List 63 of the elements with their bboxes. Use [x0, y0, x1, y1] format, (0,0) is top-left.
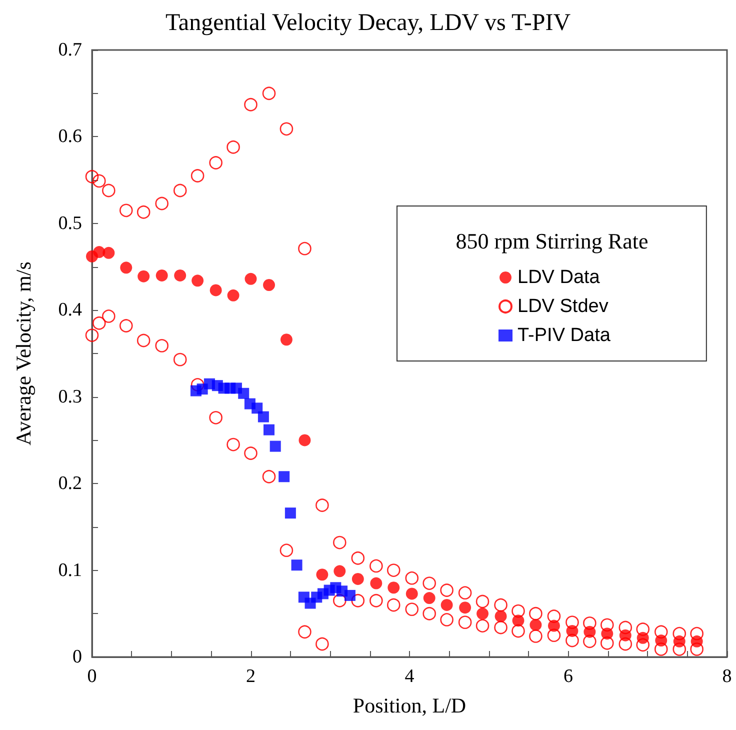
point [258, 411, 269, 422]
point [423, 592, 436, 604]
y-axis-title: Average Velocity, m/s [12, 262, 36, 446]
x-tick-label: 8 [722, 666, 732, 687]
point [291, 560, 302, 571]
point [619, 629, 632, 642]
point [284, 508, 296, 519]
point [238, 388, 250, 399]
point [476, 608, 489, 620]
point [138, 270, 150, 282]
y-tick-label: 0 [72, 646, 82, 668]
x-tick-label: 6 [564, 666, 573, 687]
point [494, 610, 507, 622]
point [370, 577, 382, 590]
point [459, 602, 472, 614]
point [298, 434, 311, 446]
point [316, 568, 328, 581]
point [601, 628, 614, 640]
point [102, 246, 115, 259]
point [344, 590, 356, 601]
legend-label: LDV Stdev [518, 296, 609, 317]
legend-label: T-PIV Data [518, 325, 611, 346]
y-tick-label: 0.5 [58, 212, 82, 234]
point [174, 269, 186, 282]
legend-label: LDV Data [518, 267, 600, 288]
y-tick-label: 0.7 [58, 40, 82, 60]
point [530, 618, 542, 631]
x-axis-title: Position, L/D [352, 694, 466, 718]
point [270, 440, 281, 452]
point [512, 614, 524, 627]
point [334, 565, 346, 578]
point [440, 598, 453, 611]
y-tick-label: 0.3 [58, 386, 82, 408]
point [566, 624, 578, 637]
point [548, 620, 560, 632]
point [264, 424, 275, 436]
y-tick-label: 0.6 [58, 126, 82, 148]
y-tick-label: 0.1 [58, 560, 82, 581]
y-tick-label: 0.4 [58, 300, 82, 321]
point [406, 588, 418, 600]
point [252, 402, 263, 414]
x-tick-label: 4 [404, 666, 415, 687]
y-tick-label: 0.2 [58, 473, 82, 494]
x-tick-label: 2 [246, 666, 256, 687]
point [388, 582, 400, 594]
point [227, 289, 240, 302]
point [690, 635, 703, 648]
chart-title: Tangential Velocity Decay, LDV vs T-PIV [165, 10, 572, 36]
x-tick-label: 0 [87, 666, 97, 687]
point [210, 284, 222, 296]
point [278, 471, 290, 482]
point [192, 274, 204, 287]
point [584, 626, 596, 638]
point [156, 269, 168, 282]
point [352, 572, 364, 585]
point [673, 635, 686, 648]
point [244, 272, 257, 285]
point [263, 279, 276, 291]
point [655, 634, 668, 647]
point [120, 262, 132, 274]
legend-title: 850 rpm Stirring Rate [456, 228, 648, 254]
point [636, 632, 649, 644]
point [280, 334, 292, 346]
